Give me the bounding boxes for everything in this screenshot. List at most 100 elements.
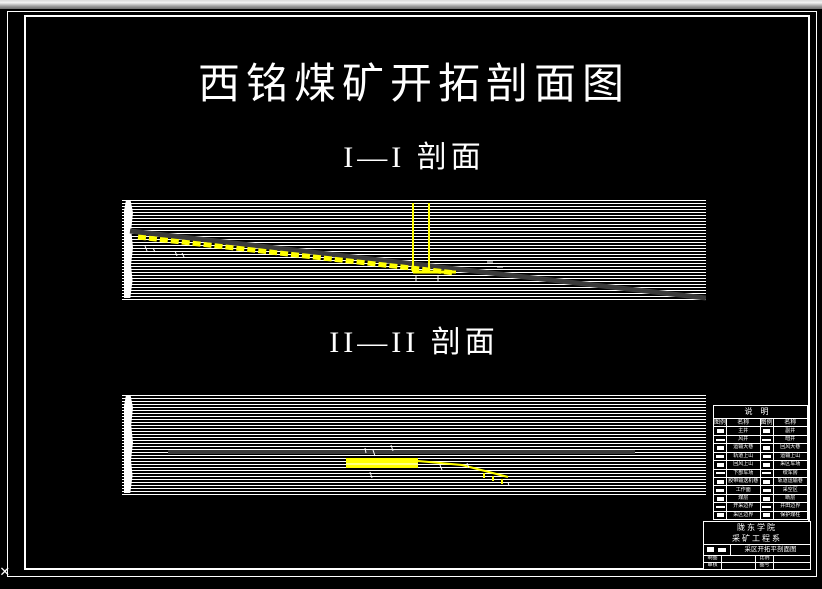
section-1-title: I—I 剖面 (343, 141, 485, 174)
ucs-cross-icon: ✕ (0, 561, 10, 580)
legend-symbol (761, 511, 774, 520)
tb-field-label: 制图 (704, 556, 722, 563)
legend-col-header: 图例 (714, 419, 727, 427)
legend-symbol (761, 477, 774, 486)
window-top-bar (0, 0, 822, 9)
legend-name: 采区边界 (727, 511, 761, 520)
legend-row: 煤层 断层 (714, 494, 807, 504)
section-1-canvas (122, 200, 706, 301)
legend-symbol (714, 461, 727, 469)
coal-seam-line (129, 228, 706, 301)
legend-name: 回风上山 (727, 461, 761, 469)
legend-symbol (714, 427, 727, 435)
tb-field-value (722, 556, 756, 563)
legend-symbol (761, 461, 774, 469)
tb-field-label: 比例 (756, 556, 774, 563)
elevation-scale (124, 201, 133, 298)
tb-field-label: 图号 (756, 562, 774, 569)
legend-row: 轨道上山 运输上山 (714, 452, 807, 462)
dept-name: 采矿工程系 (704, 533, 810, 545)
legend-row: 开采边界 井田边界 (714, 503, 807, 512)
legend-name: 下部车场 (727, 469, 761, 477)
legend-row: 风井 暗井 (714, 435, 807, 445)
legend-name: 轨道运输巷 (777, 479, 803, 485)
legend-name: 运输上山 (780, 453, 801, 459)
legend-name: 煤层 (727, 494, 761, 503)
legend-title: 说明 (714, 406, 807, 419)
legend-symbol (714, 477, 727, 486)
drawing-title-row: 采区开拓平剖面图 (704, 545, 810, 556)
legend-row: 采区边界 保护煤柱 (714, 511, 807, 520)
legend-symbol (761, 435, 774, 444)
legend-name: 回风大巷 (780, 445, 801, 451)
tick-marks (487, 261, 503, 268)
roadway-end-ticks (483, 473, 503, 484)
legend-name: 运输大巷 (727, 444, 761, 452)
legend-symbol (761, 503, 774, 511)
sheet-inner-border (24, 15, 810, 570)
tick-marks (364, 444, 394, 457)
legend-symbol (761, 452, 774, 461)
legend-symbol (714, 435, 727, 444)
main-title: 西铭煤矿开拓剖面图 (197, 62, 630, 108)
legend-col-header: 图例 (760, 419, 774, 427)
legend-symbol (761, 427, 774, 435)
section-2-canvas (122, 395, 706, 495)
legend-symbol (761, 486, 774, 494)
legend-col-header: 名称 (784, 419, 797, 426)
legend-row: 运输大巷 回风大巷 (714, 444, 807, 453)
legend-row: 主井 副井 (714, 427, 807, 436)
inclined-roadway-line (137, 234, 456, 276)
section-2-title: II—II 剖面 (329, 326, 499, 359)
legend-symbol (714, 444, 727, 452)
legend-symbol (761, 494, 774, 503)
tb-field-value (774, 563, 810, 570)
legend-name: 主井 (727, 427, 761, 435)
legend-name: 采区车场 (780, 462, 801, 468)
legend-symbol (761, 444, 774, 452)
legend-symbol (714, 503, 727, 511)
legend-symbol (714, 511, 727, 520)
section-1-profile (129, 203, 706, 301)
tick-marks (415, 275, 439, 282)
legend-symbol (761, 469, 774, 477)
legend-name: 开采边界 (727, 503, 761, 511)
legend-name: 副井 (785, 428, 796, 434)
legend-symbol (714, 452, 727, 461)
legend-name: 风井 (727, 435, 761, 444)
tick-marks (369, 462, 510, 487)
legend-symbol (714, 469, 727, 477)
legend-table: 说明 图例 名称 图例 名称 主井 副井 风井 暗井 运输大巷 回风大巷 轨道上… (713, 405, 808, 520)
legend-name: 暗井 (785, 437, 796, 443)
legend-header-row: 图例 名称 图例 名称 (714, 419, 807, 428)
legend-symbol (714, 494, 727, 503)
legend-name: 保护煤柱 (780, 512, 801, 518)
legend-symbol (714, 486, 727, 494)
org-name: 陇东学院 (737, 523, 777, 532)
elevation-scale (124, 396, 133, 493)
sheet-outer-border (7, 11, 817, 577)
legend-name: 采空区 (782, 487, 798, 493)
legend-row: 回风上山 采区车场 (714, 461, 807, 470)
legend-name: 工作面 (727, 486, 761, 494)
legend-row: 下部车场 绞车房 (714, 469, 807, 478)
legend-col-header: 名称 (727, 419, 761, 427)
legend-row: 工作面 采空区 (714, 486, 807, 495)
legend-name: 轨道上山 (727, 452, 761, 461)
legend-name: 绞车房 (782, 470, 798, 476)
tb-field-value (774, 556, 810, 563)
title-block-grid: 制图 比例 审核 图号 (704, 556, 810, 569)
tb-field-label: 审核 (704, 562, 722, 569)
legend-row: 胶带输送机巷 轨道运输巷 (714, 477, 807, 487)
stamp-cell (704, 545, 731, 555)
section-2-profile (168, 444, 635, 487)
roadway-band (346, 458, 418, 468)
tick-marks (144, 245, 185, 258)
legend-name: 井田边界 (780, 504, 801, 510)
dipping-roadway-line (417, 460, 509, 478)
legend-name: 断层 (785, 496, 796, 501)
legend-name: 胶带输送机巷 (727, 477, 761, 486)
drawing-title: 采区开拓平剖面图 (744, 546, 797, 553)
tb-field-value (722, 562, 756, 569)
title-block: 陇东学院 采矿工程系 采区开拓平剖面图 制图 比例 审核 图号 (703, 521, 811, 570)
